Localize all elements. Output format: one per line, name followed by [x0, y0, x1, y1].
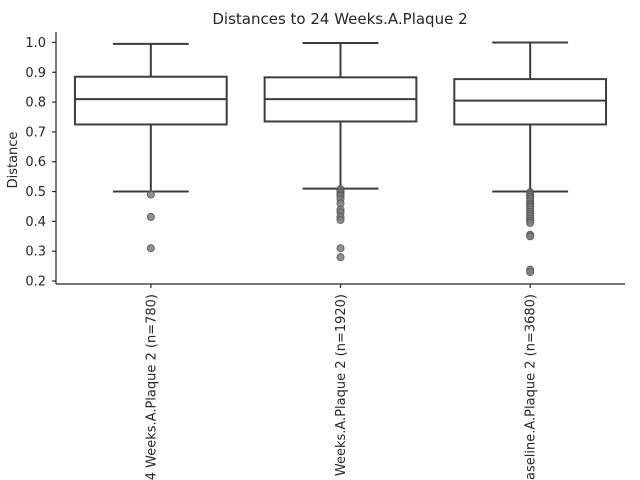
chart-title: Distances to 24 Weeks.A.Plaque 2: [212, 10, 467, 28]
outlier-point: [336, 253, 345, 262]
outlier-point: [146, 212, 155, 221]
y-tick-label: 0.9: [25, 66, 46, 81]
outlier-point: [146, 190, 155, 199]
box-body: [73, 75, 228, 126]
x-tick-label: 24 Weeks.A.Plaque 2 (n=780): [144, 294, 159, 480]
y-tick-label: 0.2: [25, 275, 46, 290]
y-tick-label: 0.7: [25, 125, 46, 140]
x-tick-label: 48 Weeks.A.Plaque 2 (n=1920): [334, 294, 349, 480]
y-axis-label: Distance: [6, 132, 21, 189]
boxes: [73, 41, 608, 277]
outlier-point: [526, 232, 535, 241]
y-tick-label: 1.0: [25, 36, 46, 51]
box-group: [453, 41, 608, 277]
y-tick-label: 0.6: [25, 155, 46, 170]
y-tick-label: 0.8: [25, 96, 46, 111]
box-group: [263, 42, 418, 262]
outlier-point: [336, 244, 345, 253]
x-tick-label: Baseline.A.Plaque 2 (n=3680): [524, 294, 539, 480]
outlier-point: [146, 244, 155, 253]
outlier-point: [336, 215, 345, 224]
y-tick-label: 0.5: [25, 185, 46, 200]
y-ticks: 0.2 0.3 0.4 0.5 0.6 0.7 0.8 0.9 1.0: [25, 36, 56, 290]
outlier-point: [526, 268, 535, 277]
outlier-point: [526, 218, 535, 227]
y-tick-label: 0.3: [25, 245, 46, 260]
box-group: [73, 42, 228, 253]
y-tick-label: 0.4: [25, 215, 46, 230]
x-ticks: 24 Weeks.A.Plaque 2 (n=780) 48 Weeks.A.Pl…: [144, 284, 539, 480]
box-body: [453, 78, 608, 126]
